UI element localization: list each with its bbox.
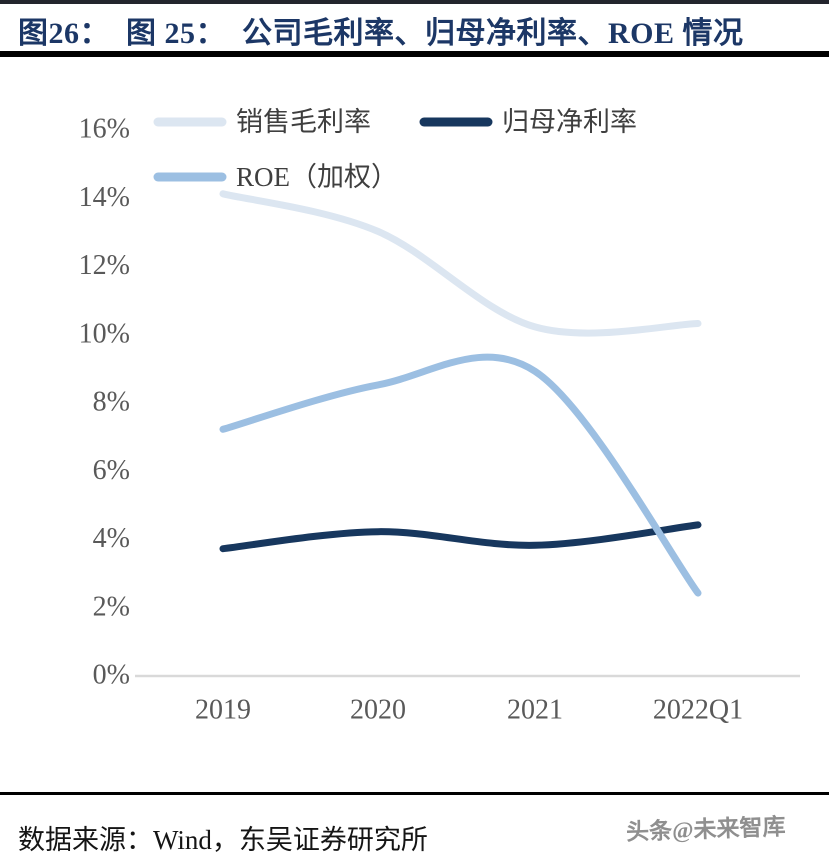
watermark-text: 头条@未来智库 <box>625 814 786 845</box>
y-axis-tick-label: 8% <box>93 387 130 418</box>
top-border-rule <box>0 0 829 4</box>
x-axis-tick-label: 2022Q1 <box>653 695 743 726</box>
y-axis-tick-label: 14% <box>79 182 130 213</box>
x-axis-tick-label: 2020 <box>350 695 406 726</box>
y-axis-tick-label: 4% <box>93 523 130 554</box>
title-divider-rule <box>0 51 829 57</box>
y-axis-tick-label: 10% <box>79 318 130 349</box>
y-axis-tick-label: 0% <box>93 660 130 691</box>
y-axis-tick-label: 6% <box>93 455 130 486</box>
x-axis-tick-label: 2019 <box>195 695 251 726</box>
legend-label: 归母净利率 <box>502 107 637 137</box>
y-axis-tick-label: 2% <box>93 591 130 622</box>
series-line-归母净利率 <box>219 521 702 553</box>
series-line-ROE（加权） <box>219 353 702 597</box>
legend-label: 销售毛利率 <box>236 107 371 137</box>
figure-title: 图26： 图 25： 公司毛利率、归母净利率、ROE 情况 <box>18 17 744 50</box>
legend-label: ROE（加权） <box>236 162 398 192</box>
y-axis-tick-label: 16% <box>79 114 130 145</box>
footer-divider-rule <box>0 792 829 795</box>
data-source-note: 数据来源：Wind，东吴证券研究所 <box>18 825 428 855</box>
y-axis-tick-label: 12% <box>79 250 130 281</box>
series-line-销售毛利率 <box>219 190 702 337</box>
x-axis-tick-label: 2021 <box>507 695 563 726</box>
